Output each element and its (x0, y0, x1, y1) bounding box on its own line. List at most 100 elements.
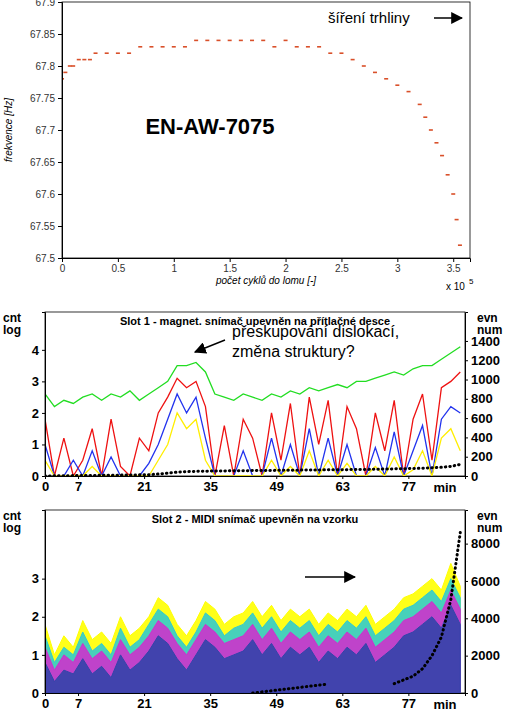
tick-mark (58, 258, 62, 259)
tick-label: 0 (32, 469, 39, 484)
tick-mark (465, 618, 468, 619)
tick-mark (58, 162, 62, 163)
series-area (45, 605, 460, 693)
series-area (45, 563, 460, 693)
tick: 2 (283, 258, 289, 274)
y2ticks-axis: 0200400600800100012001400 (465, 313, 500, 484)
data-point (423, 116, 427, 118)
tick: 0.5 (111, 258, 125, 274)
x-axis-title: počet cyklů do lomu [-] (215, 275, 316, 286)
tick-mark (42, 579, 45, 580)
data-point (127, 52, 131, 54)
tick: 35 (203, 476, 217, 494)
tick: 2 (32, 406, 45, 421)
tick-mark (42, 350, 45, 351)
axis-line (466, 313, 469, 477)
axis-line (63, 259, 471, 263)
tick: 67.8 (36, 61, 62, 72)
title: EN-AW-7075 (145, 114, 274, 139)
tick: 49 (270, 476, 284, 494)
data-point (239, 40, 243, 42)
tick-mark (465, 544, 468, 545)
x-axis-title: min (433, 697, 456, 712)
data-point (216, 40, 220, 42)
tick: 67.9 (36, 0, 62, 8)
data-point (446, 174, 450, 176)
tick-label: 1.5 (223, 263, 237, 274)
tick: 67.65 (30, 157, 62, 168)
axis-line (58, 3, 63, 259)
tick-mark (465, 437, 468, 438)
tick: 21 (137, 476, 151, 494)
tick-mark (174, 258, 175, 262)
tick: 2 (32, 609, 45, 624)
tick-label: 600 (471, 411, 493, 426)
tick-label: 49 (270, 479, 284, 494)
tick-mark (465, 656, 468, 657)
data-point (458, 244, 462, 246)
tick: 1000 (465, 372, 500, 387)
tick-label: 77 (402, 479, 416, 494)
tick-mark (42, 444, 45, 445)
data-point (138, 46, 142, 48)
tick-mark (58, 34, 62, 35)
tick-label: 7 (75, 696, 82, 711)
annotation: šíření trhliny (328, 9, 410, 26)
data-point (328, 52, 332, 54)
title: Slot 2 - MIDI snímač upevněn na vzorku (152, 513, 359, 525)
tick: 1200 (465, 353, 500, 368)
tick-label: 77 (402, 696, 416, 711)
tick-label: 67.7 (36, 125, 56, 136)
data-point (77, 59, 81, 61)
tick-mark (58, 226, 62, 227)
tick-label: 0 (60, 263, 66, 274)
axis-line (42, 511, 46, 694)
tick: 67.5 (36, 253, 62, 264)
tick-label: 2.5 (335, 263, 349, 274)
tick-label: 21 (137, 696, 151, 711)
tick-mark (42, 693, 45, 694)
data-point (183, 46, 187, 48)
plot-area (62, 40, 462, 246)
axis-multiplier-exponent: 5 (469, 277, 474, 286)
arrow (305, 576, 355, 578)
tick-label: 2000 (471, 648, 500, 663)
tick-label: 3.5 (447, 263, 461, 274)
tick: 63 (336, 476, 350, 494)
tick-mark (42, 617, 45, 618)
axis-line (42, 313, 46, 477)
data-point (105, 52, 109, 54)
tick: 7 (75, 476, 82, 494)
tick-label: 3 (32, 374, 39, 389)
data-point (284, 40, 288, 42)
yticks-axis: 67.567.5567.667.6567.767.7567.867.8567.9 (30, 0, 63, 264)
plot-area (45, 532, 460, 693)
tick-label: 1 (32, 437, 39, 452)
tick: 63 (336, 693, 350, 711)
tick: 35 (203, 693, 217, 711)
data-point (395, 84, 399, 86)
data-point (250, 40, 254, 42)
data-point (339, 52, 343, 54)
y-label: cntlog (3, 311, 21, 337)
tick-mark (42, 381, 45, 382)
data-point (407, 91, 411, 93)
tick-label: 1 (32, 648, 39, 663)
tick-mark (465, 581, 468, 582)
data-point (116, 52, 120, 54)
tick: 6000 (465, 574, 500, 589)
tick: 4000 (465, 611, 500, 626)
figure: 00.511.522.533.567.567.5567.667.6567.767… (0, 0, 521, 718)
tick-label: 67.9 (36, 0, 56, 8)
tick-label: 6000 (471, 574, 500, 589)
tick: 1 (171, 258, 177, 274)
series-line (45, 464, 460, 476)
tick-label: 4000 (471, 611, 500, 626)
plot-area (45, 347, 460, 476)
tick-label: 400 (471, 430, 493, 445)
y2ticks-axis: 02000400060008000 (465, 511, 500, 701)
tick: 0 (60, 258, 66, 274)
data-point (94, 52, 98, 54)
tick-mark (341, 258, 342, 262)
tick-label: 49 (270, 696, 284, 711)
